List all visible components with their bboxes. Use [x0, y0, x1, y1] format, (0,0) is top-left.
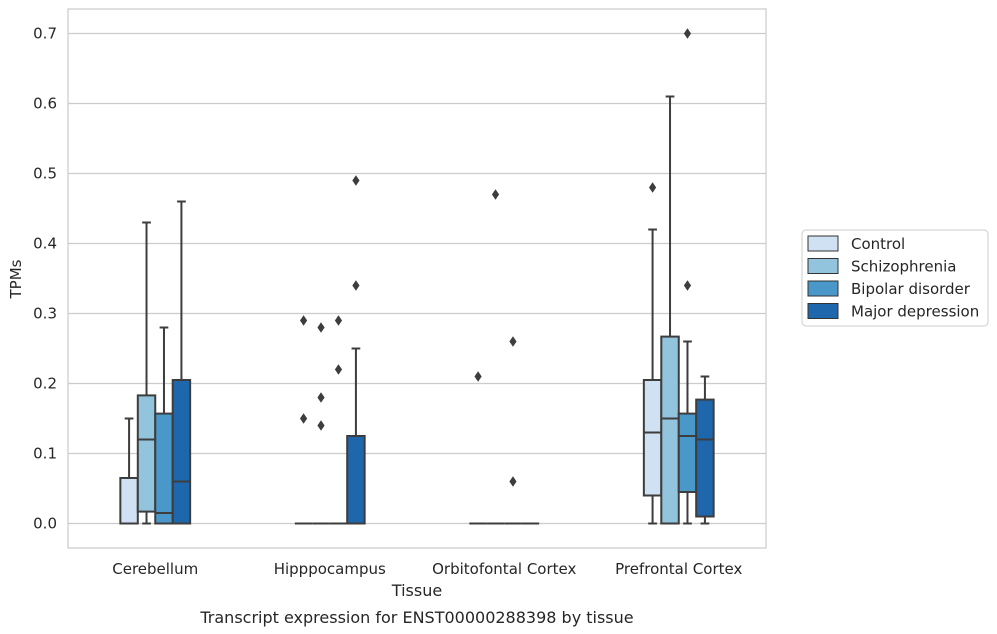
y-axis-label: TPMs [7, 259, 25, 299]
outlier-point [317, 420, 325, 431]
box [642, 182, 663, 525]
box [136, 221, 157, 525]
legend-swatch [807, 280, 839, 297]
legend-label: Major depression [851, 303, 979, 321]
legend-item: Control [807, 235, 905, 253]
box [329, 315, 348, 525]
plot-frame [67, 8, 767, 549]
outlier-point [474, 371, 482, 382]
box-iqr [154, 412, 174, 525]
box-iqr [642, 379, 663, 497]
box-iqr [346, 435, 366, 525]
box-iqr [136, 394, 157, 513]
outlier-point [648, 182, 657, 193]
outlier-point [491, 189, 500, 200]
box [486, 189, 505, 525]
outlier-point [334, 364, 343, 375]
box-groups [119, 28, 715, 525]
series-schizophrenia [136, 95, 680, 525]
legend-frame [801, 229, 989, 327]
chart-caption: Transcript expression for ENST0000028839… [199, 608, 633, 627]
outlier-point [352, 175, 360, 186]
box-iqr [119, 477, 139, 525]
box-iqr [660, 335, 680, 525]
y-tick-label: 0.4 [33, 235, 57, 253]
series-control [119, 182, 663, 525]
legend-item: Major depression [807, 303, 979, 321]
box [346, 175, 366, 525]
y-tick-labels: 0.0 0.1 0.2 0.3 0.4 0.5 0.6 0.7 [33, 25, 57, 533]
y-tick-label: 0.3 [33, 305, 57, 323]
x-tick-labels: Cerebellum Hipppocampus Orbitofontal Corte… [112, 560, 742, 578]
series-bipolar-disorder [154, 28, 698, 525]
y-tick-label: 0.2 [33, 375, 57, 393]
box [469, 371, 487, 525]
box-iqr [171, 379, 192, 525]
legend-item: Bipolar disorder [807, 280, 971, 298]
outlier-point [352, 280, 360, 291]
legend-swatch [807, 303, 839, 319]
series-major-depression [171, 175, 715, 525]
box-iqr [695, 398, 715, 518]
y-tick-label: 0.7 [33, 25, 57, 43]
box [154, 326, 174, 525]
box [660, 95, 680, 525]
legend-swatch [807, 258, 839, 274]
legend-swatch [807, 235, 839, 252]
outlier-point [317, 322, 325, 333]
box [677, 28, 698, 525]
box-iqr [677, 412, 698, 494]
box [504, 336, 522, 525]
outlier-point [299, 315, 308, 326]
outlier-point [683, 280, 692, 291]
x-tick-label: Cerebellum [112, 560, 198, 578]
y-tick-label: 0.1 [33, 445, 57, 463]
legend-item: Schizophrenia [807, 258, 956, 276]
outlier-point [509, 336, 517, 347]
outlier-point [299, 413, 308, 424]
x-axis-label: Tissue [391, 581, 442, 600]
y-tick-label: 0.6 [33, 95, 57, 113]
legend-label: Schizophrenia [851, 258, 956, 276]
y-tick-label: 0.5 [33, 165, 57, 183]
y-tick-label: 0.0 [33, 515, 57, 533]
box [119, 417, 139, 525]
x-tick-label: Prefrontal Cortex [615, 560, 742, 578]
outlier-point [317, 392, 325, 403]
outlier-point [334, 315, 343, 326]
box [294, 315, 313, 525]
outlier-point [683, 28, 692, 39]
box [312, 322, 330, 525]
box [695, 375, 715, 525]
legend-label: Control [851, 235, 905, 253]
outlier-point [509, 476, 517, 487]
x-tick-label: Hipppocampus [274, 560, 386, 578]
legend-label: Bipolar disorder [851, 280, 971, 298]
x-tick-label: Orbitofontal Cortex [432, 560, 576, 578]
legend: Control Schizophrenia Bipolar disorder Majo… [801, 229, 989, 327]
box [171, 200, 192, 525]
